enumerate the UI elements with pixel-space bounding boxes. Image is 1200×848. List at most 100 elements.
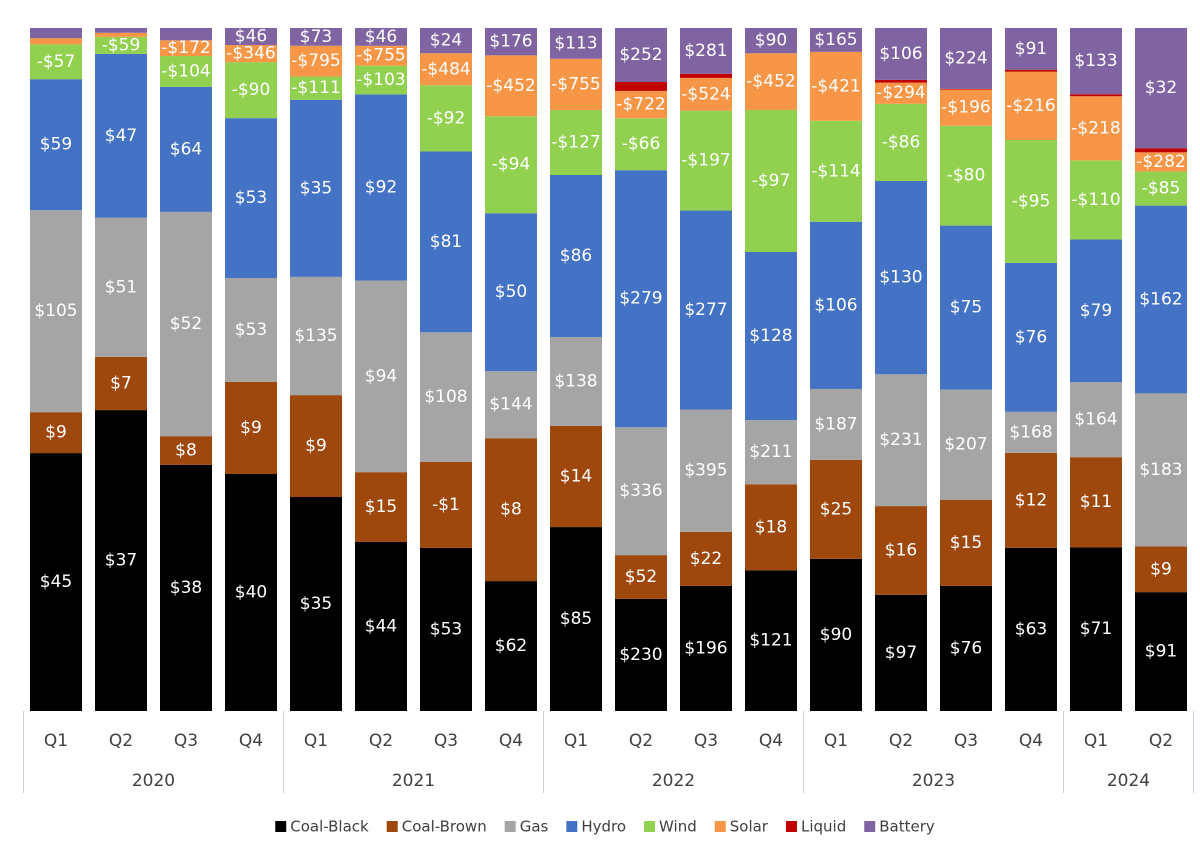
bar-segment [1070, 28, 1122, 95]
bar-segment [550, 58, 602, 111]
bar-segment [160, 28, 212, 41]
bar-segment [810, 51, 862, 121]
bar-segment [1070, 96, 1122, 161]
x-tick-label: Q4 [759, 731, 783, 751]
bar-segment [1135, 205, 1187, 394]
data-label: -$66 [622, 134, 661, 154]
data-label: -$282 [1136, 152, 1185, 172]
bar-segment [810, 28, 862, 52]
group-label: 2020 [132, 771, 175, 791]
bar-segment [745, 28, 797, 54]
bar-segment [95, 356, 147, 411]
bar-segment [745, 570, 797, 711]
bar-segment [485, 438, 537, 582]
group-label: 2022 [652, 771, 695, 791]
bar-segment [160, 464, 212, 711]
bar-segment [615, 28, 667, 83]
x-tick-label: Q4 [499, 731, 523, 751]
bar-segment [95, 36, 147, 54]
bar-segment [1070, 457, 1122, 548]
bar-segment [95, 53, 147, 218]
bar-segment [290, 76, 342, 100]
legend-swatch [275, 821, 287, 832]
data-label: $144 [489, 395, 532, 415]
data-label: $50 [495, 282, 527, 302]
data-label: $91 [1145, 642, 1177, 662]
bar-segment [95, 217, 147, 357]
bar-segment [680, 409, 732, 532]
bar-segment [225, 62, 277, 119]
data-label: -$80 [947, 166, 986, 186]
legend-swatch [566, 821, 578, 832]
x-tick-label: Q1 [1084, 731, 1108, 751]
data-label: $168 [1009, 422, 1052, 442]
bar-segment [225, 277, 277, 382]
bar-segment [1005, 452, 1057, 548]
data-label: $46 [365, 27, 397, 47]
bar-segment [160, 56, 212, 87]
data-label: -$95 [1012, 191, 1051, 211]
x-tick-label: Q1 [564, 731, 588, 751]
data-label: $24 [430, 31, 462, 51]
data-label: $86 [560, 246, 592, 266]
bar-segment [940, 88, 992, 90]
data-label: $196 [684, 638, 727, 658]
bar-segment [485, 28, 537, 56]
bar-segment [615, 82, 667, 91]
group-label: 2021 [392, 771, 435, 791]
bar-segment [745, 53, 797, 110]
bar-segment [615, 427, 667, 556]
bar-segment [550, 425, 602, 528]
data-label: $9 [1150, 559, 1172, 579]
data-label: $277 [684, 300, 727, 320]
data-label: $11 [1080, 492, 1112, 512]
bar-segment [30, 38, 82, 45]
bar-segment [1005, 262, 1057, 412]
bar-segment [810, 221, 862, 389]
bar-segment [30, 28, 82, 39]
bar-segment [940, 585, 992, 711]
group-label: 2023 [912, 771, 955, 791]
data-label: $15 [950, 533, 982, 553]
data-label: -$59 [102, 35, 141, 55]
bar-segment [420, 547, 472, 711]
bar-segment [225, 118, 277, 278]
data-label: $130 [879, 268, 922, 288]
data-label: $231 [879, 430, 922, 450]
bar-segment [420, 332, 472, 462]
data-label: -$218 [1071, 118, 1120, 138]
data-label: $121 [749, 631, 792, 651]
data-label: $133 [1074, 51, 1117, 71]
data-label: $106 [879, 44, 922, 64]
bar-segment [810, 558, 862, 711]
data-label: $9 [45, 423, 67, 443]
bar-segment [485, 581, 537, 711]
x-tick-label: Q3 [954, 731, 978, 751]
bar-segment [355, 472, 407, 542]
bar-segment [1070, 547, 1122, 711]
data-label: $164 [1074, 410, 1117, 430]
bar-segment [30, 79, 82, 211]
legend-label: Coal-Brown [402, 818, 487, 836]
legend-label: Hydro [581, 818, 626, 836]
bar-segment [355, 94, 407, 281]
bar-segment [485, 213, 537, 372]
data-label: $9 [240, 418, 262, 438]
bar-segment [225, 28, 277, 46]
x-tick-label: Q1 [824, 731, 848, 751]
data-label: $162 [1139, 289, 1182, 309]
data-label: $90 [755, 31, 787, 51]
data-label: $45 [40, 572, 72, 592]
data-label: -$196 [941, 98, 990, 118]
data-label: -$86 [882, 132, 921, 152]
bar-segment [1005, 69, 1057, 72]
bar-segment [875, 79, 927, 83]
data-label: $92 [365, 177, 397, 197]
data-label: -$216 [1006, 96, 1055, 116]
data-label: $52 [170, 314, 202, 334]
bar-segment [615, 555, 667, 599]
x-tick-label: Q2 [109, 731, 133, 751]
bar-segment [875, 180, 927, 375]
bar-segment [875, 103, 927, 181]
bar-segment [1135, 148, 1187, 153]
